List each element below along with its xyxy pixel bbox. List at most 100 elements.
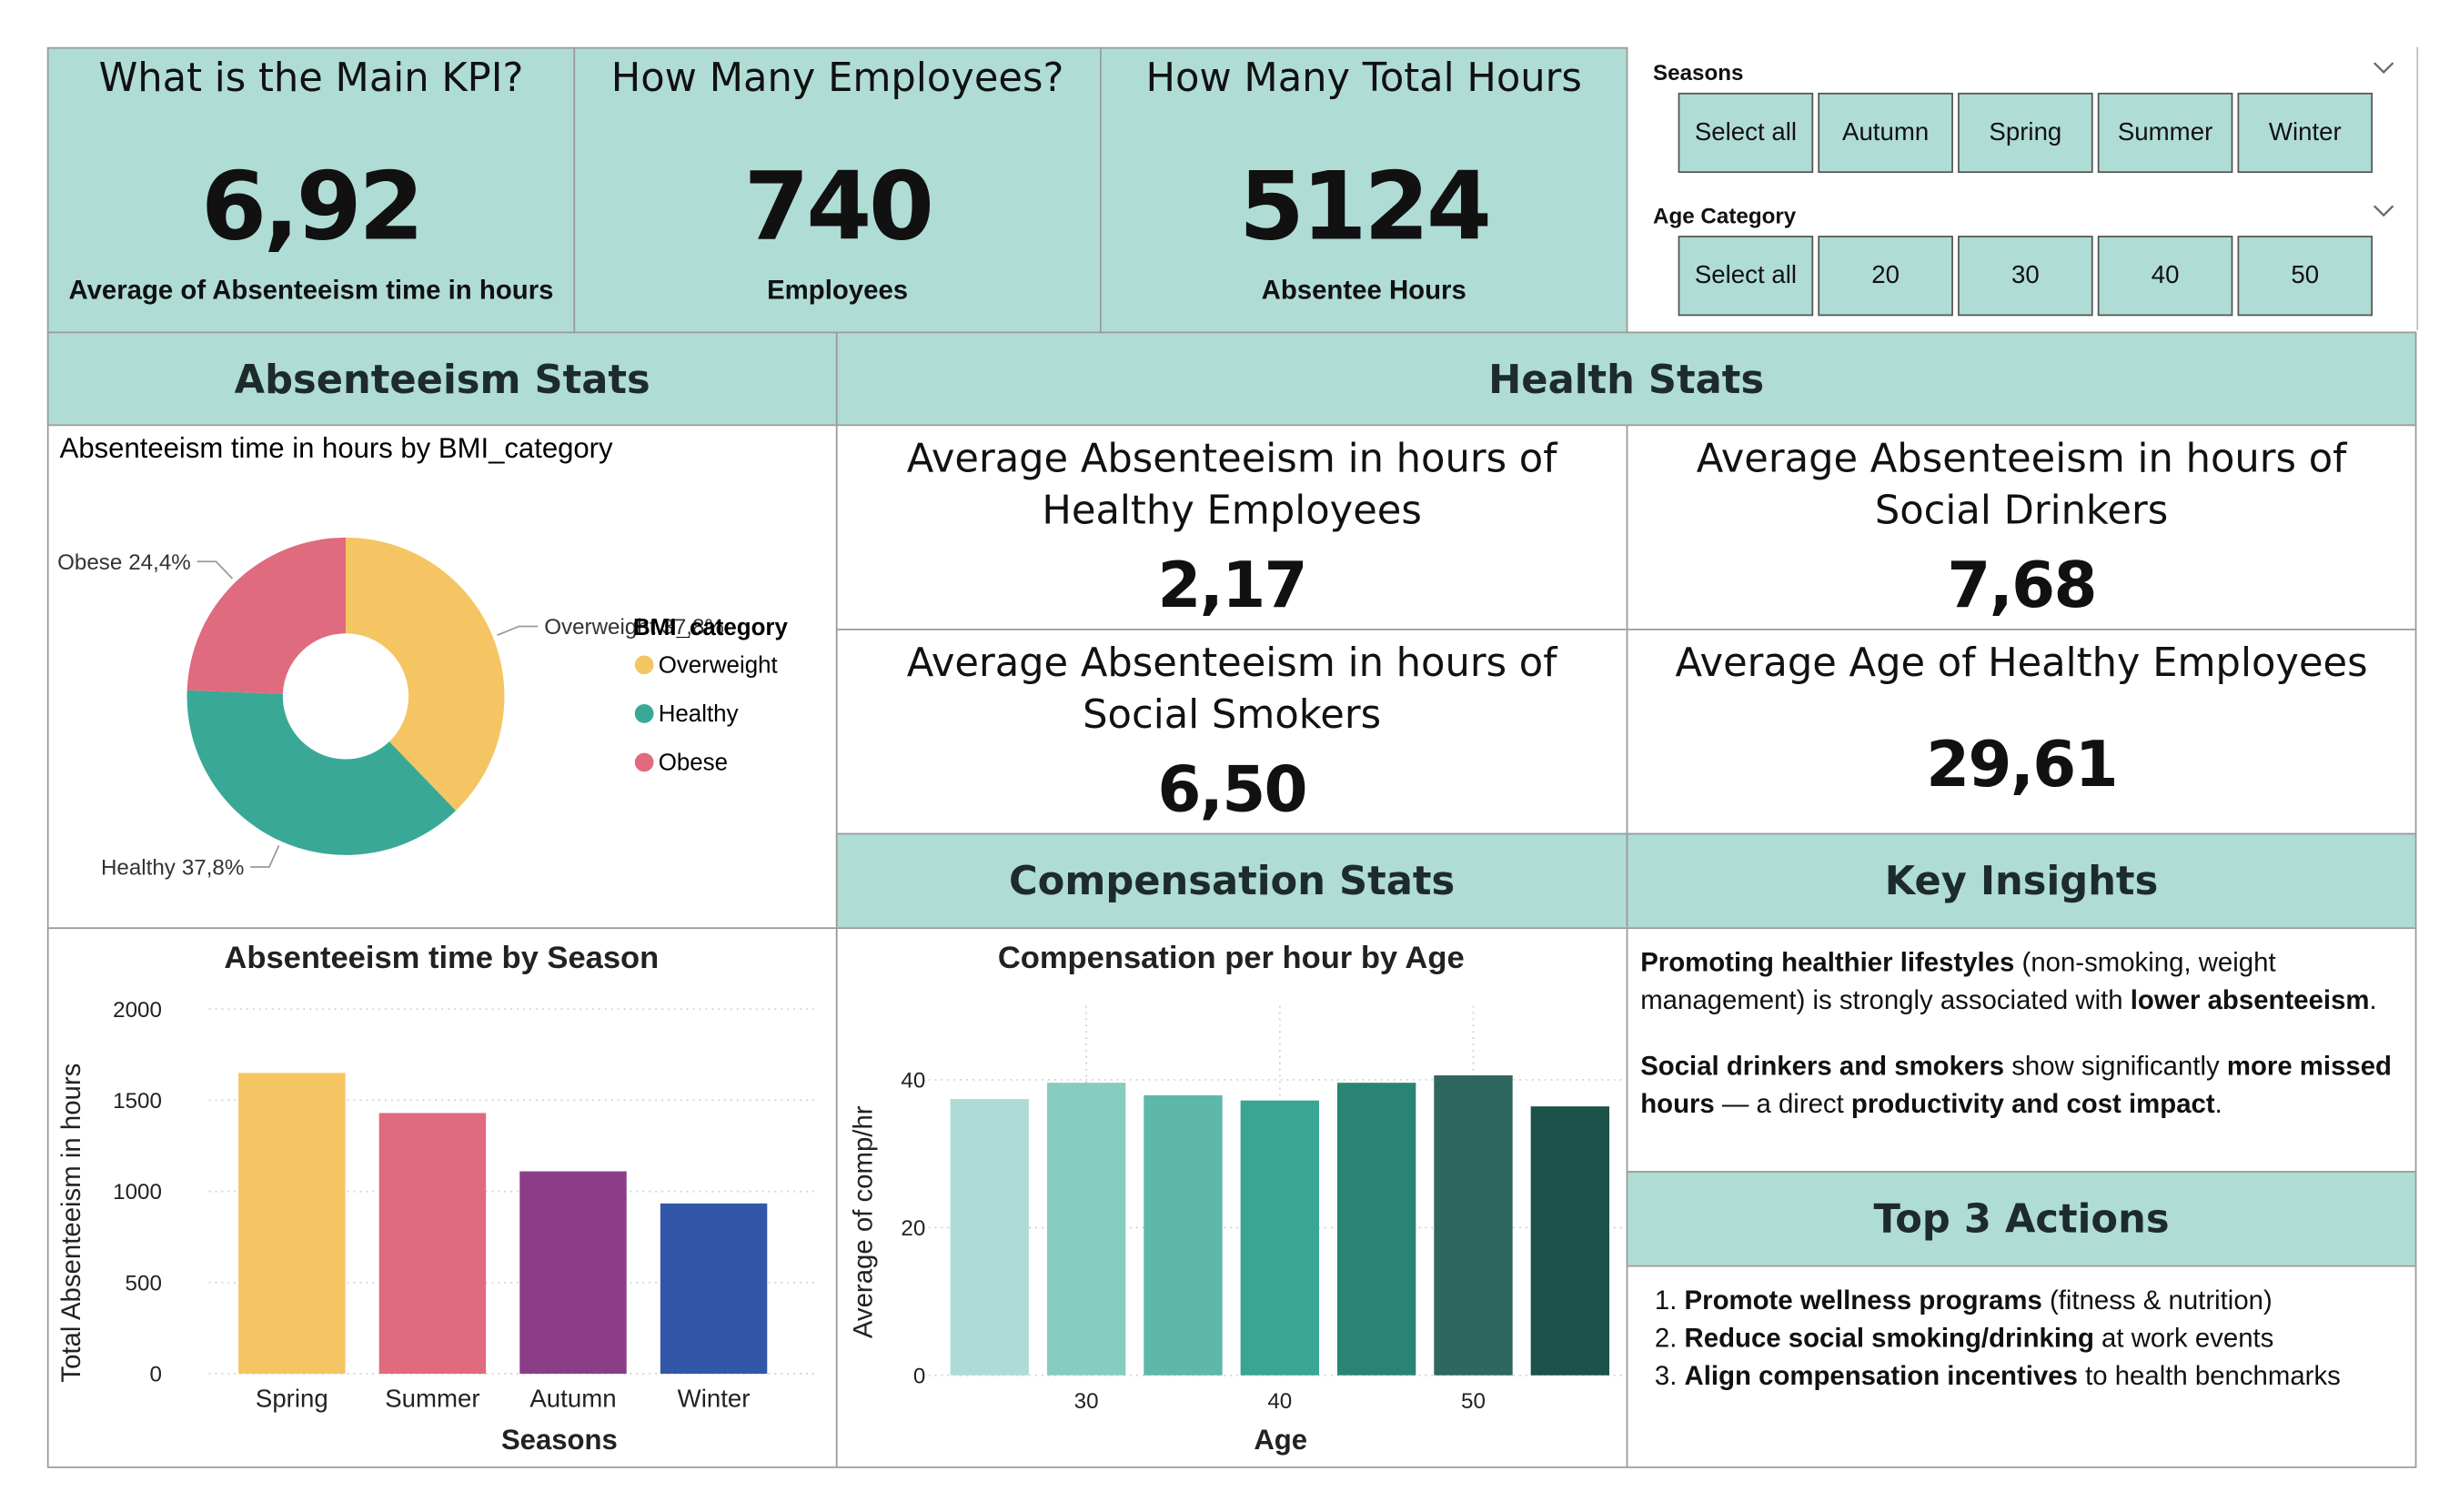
slicer-button[interactable]: Spring bbox=[1958, 92, 2093, 174]
bar-chart: Compensation per hour by Age 0 20 40 30 40 50 A… bbox=[849, 941, 1650, 1456]
slicer-button[interactable]: 20 bbox=[1818, 236, 1953, 317]
bar bbox=[1434, 1075, 1513, 1376]
section-header: Compensation Stats bbox=[835, 832, 1628, 930]
x-axis-label: Age bbox=[1254, 1424, 1307, 1456]
x-tick-label: 40 bbox=[1267, 1389, 1292, 1414]
slicer-button[interactable]: Summer bbox=[2097, 92, 2233, 174]
slicer-button[interactable]: Winter bbox=[2237, 92, 2373, 174]
y-tick-label: 500 bbox=[126, 1271, 162, 1295]
chart-panel: Absenteeism time in hours by BMI_categor… bbox=[46, 424, 838, 930]
slice-value: 24,4% bbox=[128, 550, 191, 575]
legend-label: Overweight bbox=[659, 652, 779, 678]
insight-paragraph: Promoting healthier lifestyles (non-smok… bbox=[1640, 944, 2403, 1020]
insight-text: (non-smoking, weight management) is stro… bbox=[1640, 947, 2276, 1016]
legend-title: BMI_category bbox=[633, 615, 788, 640]
kpi-title: How Many Employees? bbox=[610, 55, 1064, 101]
chart-title: Compensation per hour by Age bbox=[998, 941, 1465, 975]
leader-line bbox=[497, 625, 539, 636]
insight-text: show significantly bbox=[2004, 1051, 2227, 1082]
x-tick-label: Summer bbox=[385, 1384, 479, 1412]
section-header: Key Insights bbox=[1626, 832, 2417, 930]
x-tick-label: Winter bbox=[678, 1384, 751, 1412]
kpi-value: 740 bbox=[743, 152, 934, 263]
legend-marker bbox=[634, 704, 654, 723]
legend-marker bbox=[634, 752, 654, 772]
kpi-label: Average of Absenteeism time in hours bbox=[68, 275, 554, 306]
legend-marker bbox=[634, 655, 654, 675]
card-title: Average Absenteeism in hours of Social S… bbox=[906, 640, 1557, 738]
action-bold: Promote wellness programs bbox=[1684, 1285, 2042, 1316]
health-card: Average Absenteeism in hours of Social D… bbox=[1626, 424, 2417, 630]
kpi-value: 5124 bbox=[1238, 152, 1492, 263]
legend-label: Healthy bbox=[659, 701, 739, 727]
y-tick-label: 1500 bbox=[113, 1089, 162, 1114]
insights-panel: Promoting healthier lifestyles (non-smok… bbox=[1626, 927, 2417, 1173]
insight-text: productivity and cost impact bbox=[1850, 1089, 2215, 1120]
health-card: Average Absenteeism in hours of Social S… bbox=[835, 629, 1628, 835]
slicer-button[interactable]: 50 bbox=[2237, 236, 2373, 317]
bar bbox=[1530, 1106, 1610, 1376]
slicer-button[interactable]: 40 bbox=[2097, 236, 2233, 317]
kpi-card: How Many Total Hours 5124 Absentee Hours bbox=[1100, 46, 1628, 334]
action-text: to health benchmarks bbox=[2077, 1361, 2341, 1392]
bar bbox=[378, 1113, 487, 1375]
insight-text: Promoting healthier lifestyles bbox=[1640, 947, 2015, 978]
bar bbox=[1336, 1083, 1416, 1376]
kpi-title: What is the Main KPI? bbox=[98, 55, 524, 101]
health-card: Average Absenteeism in hours of Healthy … bbox=[835, 424, 1628, 630]
y-axis-label: Average of comp/hr bbox=[849, 1105, 879, 1338]
slice-category: Overweight bbox=[544, 615, 656, 640]
y-tick-label: 40 bbox=[901, 1069, 925, 1094]
action-bold: Reduce social smoking/drinking bbox=[1684, 1323, 2094, 1354]
pie-slice bbox=[345, 537, 505, 811]
slice-value: 37,8% bbox=[661, 615, 724, 640]
x-tick-label: Spring bbox=[256, 1384, 328, 1412]
card-value: 2,17 bbox=[1157, 549, 1307, 623]
actions-list: Promote wellness programs (fitness & nut… bbox=[1640, 1283, 2403, 1396]
action-item: Reduce social smoking/drinking at work e… bbox=[1685, 1320, 2403, 1357]
slicer-button[interactable]: Autumn bbox=[1818, 92, 1953, 174]
insight-text: . bbox=[2214, 1089, 2222, 1120]
chevron[interactable] bbox=[2373, 60, 2394, 76]
legend-label: Obese bbox=[659, 751, 728, 776]
pie-slice bbox=[186, 537, 346, 694]
pie-slice bbox=[186, 690, 456, 855]
kpi-title: How Many Total Hours bbox=[1145, 55, 1582, 101]
action-item: Promote wellness programs (fitness & nut… bbox=[1685, 1283, 2403, 1320]
health-card: Average Age of Healthy Employees 29,61 bbox=[1626, 629, 2417, 835]
bar bbox=[238, 1073, 346, 1375]
kpi-card: What is the Main KPI? 6,92 Average of Ab… bbox=[46, 46, 576, 334]
insight-text: Social drinkers and smokers bbox=[1640, 1051, 2005, 1082]
slicer-title: Seasons bbox=[1653, 59, 1744, 86]
chart-panel: Absenteeism time by Season 0 500 1000 1500 20… bbox=[46, 927, 838, 1468]
slice-category: Obese bbox=[57, 550, 122, 575]
bar bbox=[1144, 1094, 1223, 1376]
kpi-label: Absentee Hours bbox=[1261, 275, 1466, 306]
slice-category: Healthy bbox=[101, 856, 176, 881]
slicer-button[interactable]: Select all bbox=[1678, 92, 1814, 174]
donut-chart: Absenteeism time in hours by BMI_categor… bbox=[57, 432, 788, 881]
insight-text: more missed hours bbox=[1640, 1051, 2393, 1120]
y-tick-label: 1000 bbox=[113, 1180, 162, 1205]
card-value: 7,68 bbox=[1947, 549, 2097, 623]
y-axis-label: Total Absenteeism in hours bbox=[56, 1063, 86, 1383]
slice-label: Overweight 37,8% bbox=[544, 615, 724, 640]
x-tick-label: 50 bbox=[1461, 1389, 1486, 1414]
bar bbox=[1240, 1100, 1319, 1376]
chevron[interactable] bbox=[2373, 203, 2394, 218]
section-header: Health Stats bbox=[835, 331, 2417, 427]
y-tick-label: 20 bbox=[901, 1216, 925, 1241]
x-tick-label: 30 bbox=[1074, 1389, 1099, 1414]
action-text: at work events bbox=[2093, 1323, 2274, 1354]
actions-panel: Promote wellness programs (fitness & nut… bbox=[1626, 1265, 2417, 1468]
slicer-title: Age Category bbox=[1653, 202, 1797, 228]
slicer-button[interactable]: Select all bbox=[1678, 236, 1814, 317]
x-axis-label: Seasons bbox=[501, 1424, 618, 1456]
x-tick-label: Autumn bbox=[529, 1384, 616, 1412]
leader-line bbox=[197, 560, 234, 580]
bar bbox=[950, 1099, 1029, 1376]
chart-title: Absenteeism time in hours by BMI_categor… bbox=[60, 432, 613, 464]
slice-label: Obese 24,4% bbox=[57, 550, 191, 575]
y-tick-label: 0 bbox=[149, 1363, 161, 1387]
slicer-button[interactable]: 30 bbox=[1958, 236, 2093, 317]
